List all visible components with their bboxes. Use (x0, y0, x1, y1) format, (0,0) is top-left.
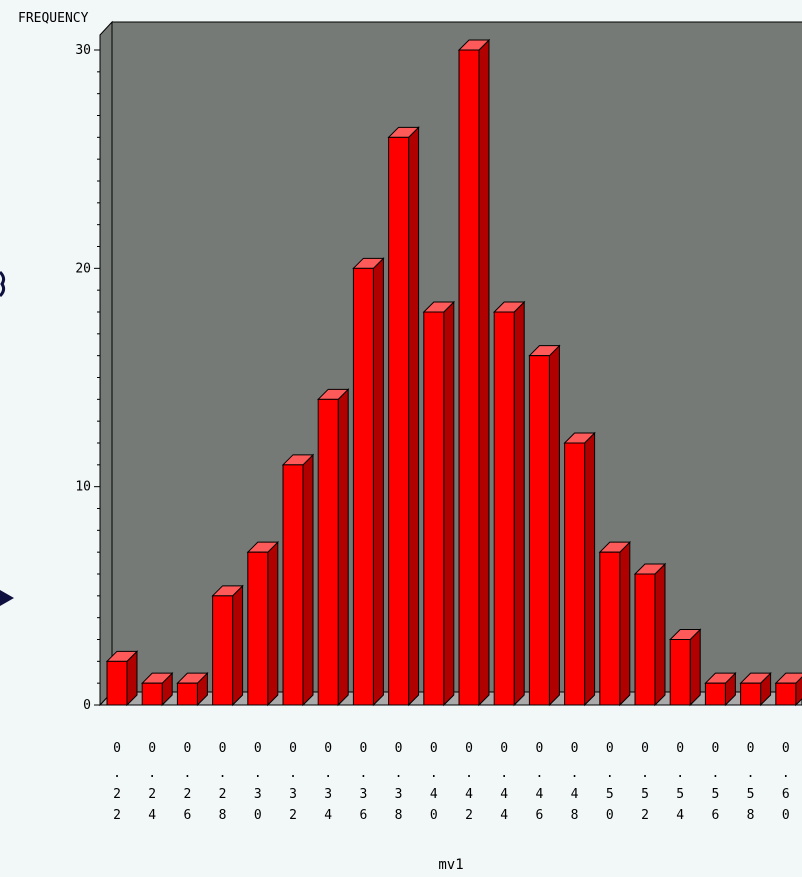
bar (176, 671, 209, 707)
bar-side (372, 257, 384, 707)
arrow-right-icon (0, 590, 14, 606)
bar-series (105, 38, 802, 707)
bar-front (212, 595, 234, 706)
bar-side (443, 300, 455, 707)
bar-front (564, 442, 586, 706)
bar-front (634, 573, 656, 706)
bar-side (654, 562, 666, 707)
plot-left-wall (99, 20, 113, 707)
bar-front (458, 49, 480, 706)
bar (105, 650, 139, 707)
bar (633, 562, 667, 707)
bar-front (423, 311, 445, 706)
bar (316, 388, 350, 707)
bar (211, 584, 244, 707)
bar (140, 671, 174, 707)
bar (563, 431, 596, 707)
plot-background (112, 22, 802, 692)
bar-side (408, 126, 420, 707)
bar-front (599, 551, 621, 706)
bar-front (176, 682, 198, 706)
bar-front (352, 267, 374, 706)
bar-side (689, 628, 701, 707)
bar (457, 38, 491, 707)
bar-front (775, 682, 797, 706)
bar-side (513, 300, 525, 707)
bar-front (317, 398, 339, 706)
bar (387, 126, 420, 707)
bar (704, 671, 737, 707)
bar-side (337, 388, 349, 707)
bar-front (388, 136, 410, 706)
bar (668, 628, 702, 707)
bar-front (669, 639, 691, 706)
bar (281, 453, 315, 707)
y-tick-label: 20 (75, 261, 91, 276)
bar-front (528, 355, 550, 706)
bar-front (282, 464, 304, 706)
x-axis-title: mv1 (438, 857, 463, 873)
bar-front (493, 311, 515, 706)
bar-side (548, 344, 560, 707)
bar-side (619, 540, 631, 707)
bar-side (267, 540, 279, 707)
bar-front (740, 682, 762, 706)
y-axis-title: FREQUENCY (18, 11, 89, 26)
y-tick-label: 10 (75, 480, 91, 495)
bar-side (478, 38, 490, 707)
y-axis-ticks: 0 10 20 30 (75, 43, 100, 713)
bar (598, 540, 632, 707)
x-axis-tick-labels: 0. 2 2 0. 2 4 0. 2 6 0. 2 8 0. 3 0 0. 3 2 0. 3 4 0. 3 6 0. 3 8 0. 4 0… (113, 741, 790, 823)
y-tick-label: 30 (75, 43, 91, 58)
bar-front (106, 660, 128, 706)
bar (739, 671, 772, 707)
bar (422, 300, 456, 707)
bar-front (247, 551, 269, 706)
bar-side (584, 431, 596, 707)
bar-side (232, 584, 244, 707)
y-tick-label: 0 (83, 698, 91, 713)
arrow-fragment-icon (0, 270, 6, 298)
bar (528, 344, 561, 707)
bar (774, 672, 802, 707)
bar (352, 257, 385, 707)
bar-front (141, 682, 163, 706)
bar-side (302, 453, 314, 707)
bar-front (704, 682, 726, 706)
bar (492, 300, 526, 707)
bar (246, 540, 280, 707)
